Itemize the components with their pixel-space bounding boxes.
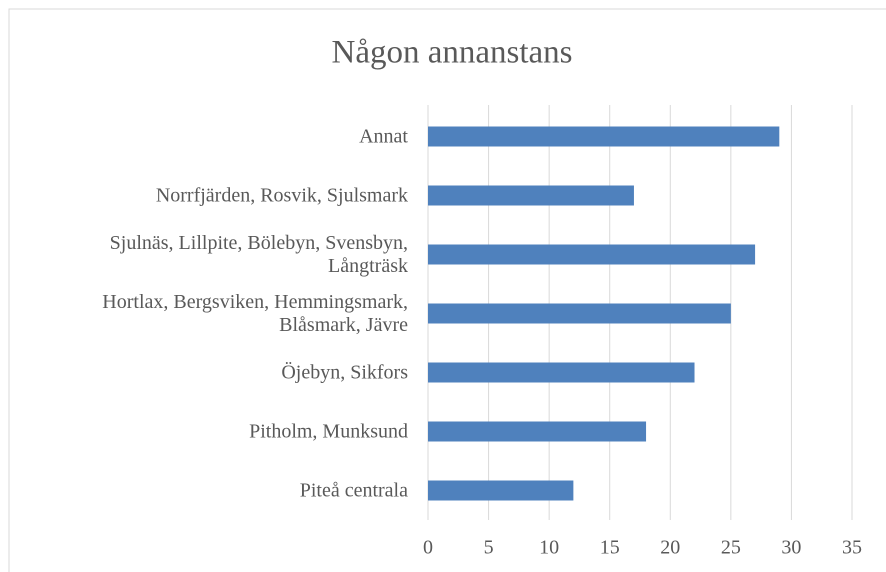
bar xyxy=(428,185,634,206)
y-tick-label: Pitholm, Munksund xyxy=(249,420,408,442)
x-tick-label: 0 xyxy=(423,537,433,559)
chart-border xyxy=(8,8,886,572)
y-tick-label: Norrfjärden, Rosvik, Sjulsmark xyxy=(155,184,408,206)
bar xyxy=(428,126,780,147)
bar xyxy=(428,362,695,383)
chart-title: Någon annanstans xyxy=(331,35,572,71)
y-tick-label: Öjebyn, Sikfors xyxy=(281,361,408,383)
x-tick-label: 30 xyxy=(781,537,801,559)
x-tick-label: 20 xyxy=(660,537,680,559)
x-tick-label: 15 xyxy=(600,537,620,559)
x-tick-label: 5 xyxy=(484,537,494,559)
bar xyxy=(428,303,731,324)
x-tick-label: 10 xyxy=(539,537,559,559)
y-tick-label: Sjulnäs, Lillpite, Bölebyn, Svensbyn, Lå… xyxy=(109,231,408,277)
y-tick-label: Annat xyxy=(359,125,408,147)
bar xyxy=(428,244,756,265)
y-tick-label: Piteå centrala xyxy=(299,479,408,501)
x-tick-label: 25 xyxy=(721,537,741,559)
bar xyxy=(428,421,647,442)
x-tick-label: 35 xyxy=(842,537,862,559)
bar xyxy=(428,480,574,501)
y-tick-label: Hortlax, Bergsviken, Hemmingsmark, Blåsm… xyxy=(102,290,408,336)
